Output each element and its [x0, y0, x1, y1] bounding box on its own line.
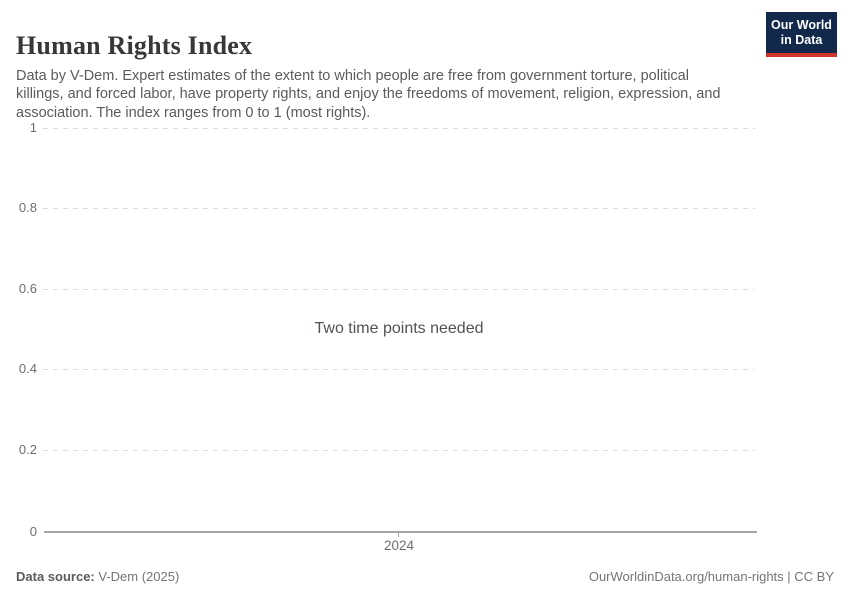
- y-axis-tick-label: 0.4: [18, 361, 37, 376]
- y-axis-tick-label: 0: [29, 524, 37, 539]
- x-axis-tick-mark: [398, 532, 399, 537]
- gridline: [43, 369, 755, 370]
- owid-logo-line2: in Data: [780, 32, 823, 47]
- data-source-value: V-Dem (2025): [94, 569, 180, 584]
- gridline: [43, 128, 755, 129]
- owid-logo-line1: Our World: [771, 17, 832, 32]
- y-axis-tick-label: 0.2: [18, 442, 37, 457]
- data-source-label: Data source:: [16, 569, 95, 584]
- y-axis-tick-label: 1: [29, 120, 37, 135]
- x-axis-line: [44, 531, 757, 533]
- x-axis-tick-label: 2024: [383, 538, 415, 553]
- gridline: [43, 289, 755, 290]
- y-axis-tick-label: 0.8: [18, 200, 37, 215]
- y-axis-tick-label: 0.6: [18, 281, 37, 296]
- empty-state-message: Two time points needed: [314, 320, 484, 337]
- gridline: [43, 450, 755, 451]
- owid-logo[interactable]: Our World in Data: [766, 12, 837, 57]
- page-title: Human Rights Index: [16, 31, 253, 61]
- data-source: Data source: V-Dem (2025): [16, 569, 179, 584]
- gridline: [43, 208, 755, 209]
- owid-link[interactable]: OurWorldinData.org/human-rights | CC BY: [588, 569, 834, 584]
- chart-subtitle: Data by V-Dem. Expert estimates of the e…: [16, 67, 721, 121]
